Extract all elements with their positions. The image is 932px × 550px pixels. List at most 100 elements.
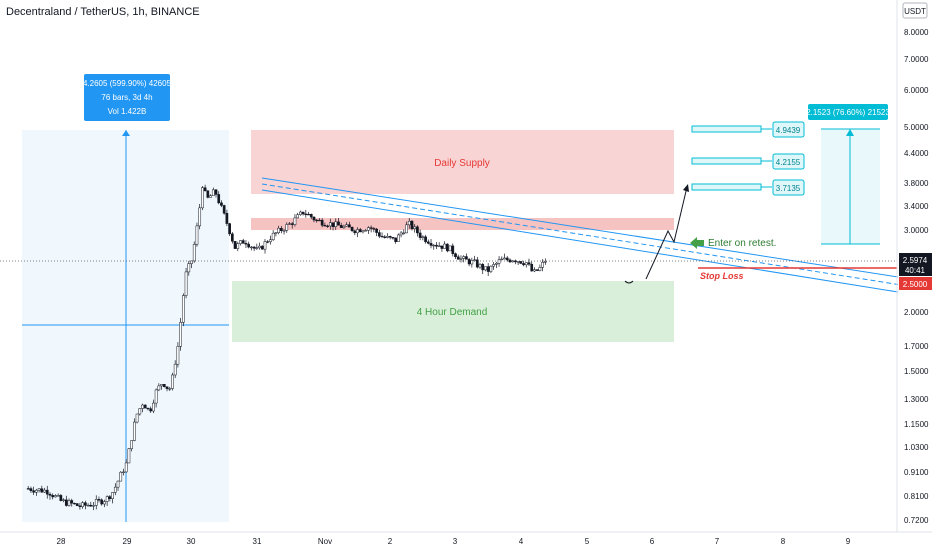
supply-zone-secondary [251, 218, 674, 230]
price-tick-label: 1.7000 [904, 342, 929, 351]
candle-down [279, 228, 283, 231]
candle-down [505, 257, 509, 261]
price-tick-label: 4.4000 [904, 149, 929, 158]
candle-up [37, 488, 41, 491]
candle-up [94, 499, 98, 506]
candle-down [206, 190, 210, 198]
candle-up [135, 413, 139, 423]
candle-down [290, 223, 294, 225]
candle-down [233, 241, 237, 249]
candle-up [67, 500, 71, 506]
demand-zone [232, 281, 674, 342]
price-tick-label: 3.4000 [904, 202, 929, 211]
candle-down [84, 502, 87, 506]
candle-up [195, 225, 199, 245]
candle-down [309, 213, 313, 218]
candle-up [271, 232, 275, 240]
supply-zone-label: Daily Supply [434, 158, 490, 169]
target-measure-box [808, 104, 888, 120]
candle-down [312, 216, 316, 221]
candle-up [511, 260, 515, 263]
candle-up [119, 471, 123, 482]
candle-down [214, 189, 218, 195]
candle-up [173, 363, 177, 376]
candle-up [473, 259, 476, 261]
candle-down [217, 194, 221, 204]
candle-up [484, 266, 487, 271]
price-tick-label: 2.0000 [904, 308, 929, 317]
measure-line-3: Vol 1.422B [108, 107, 147, 116]
candle-up [282, 230, 286, 232]
time-tick-label: 7 [715, 537, 720, 546]
candle-down [337, 221, 340, 226]
channel-lower [261, 189, 899, 293]
price-tick-label: 3.0000 [904, 226, 929, 235]
candle-down [315, 219, 319, 222]
candle-up [399, 232, 403, 236]
time-axis: 28 29 30 31 Nov 2 3 4 5 6 7 8 9 [57, 537, 851, 546]
time-tick-label: 9 [846, 537, 851, 546]
price-tick-label: 8.0000 [904, 28, 929, 37]
projection-path [645, 186, 688, 280]
target-3-label: 3.7135 [776, 184, 801, 193]
candle-down [429, 243, 433, 246]
candle-up [35, 489, 38, 493]
candle-down [416, 226, 419, 234]
candle-up [130, 440, 133, 450]
candle-up [443, 243, 446, 249]
candle-up [274, 232, 278, 234]
candle-down [89, 504, 93, 507]
candle-down [372, 228, 376, 230]
candle-up [364, 230, 368, 232]
target-1: 4.9439 [691, 121, 805, 138]
last-price-value: 2.5974 [903, 256, 928, 265]
candle-down [59, 495, 63, 501]
last-price-tag [899, 253, 932, 276]
target-2: 4.2155 [691, 153, 805, 170]
candle-up [171, 374, 174, 389]
stop-loss-label: Stop Loss [700, 271, 744, 281]
price-tick-label: 1.0300 [904, 443, 929, 452]
stop-loss-price-value: 2.5000 [903, 280, 928, 289]
candle-down [70, 500, 74, 504]
candle-down [149, 408, 153, 412]
candle-down [326, 225, 329, 227]
candle-down [222, 205, 226, 214]
candle-down [467, 259, 471, 265]
channel-upper [261, 177, 899, 278]
candle-up [209, 195, 212, 198]
candle-up [342, 225, 346, 228]
measure-box [84, 74, 170, 121]
candle-up [152, 402, 155, 412]
target-measure-label: 2.1523 (76.60%) 21523 [806, 108, 890, 117]
candle-up [105, 496, 109, 502]
candle-down [247, 243, 251, 248]
candle-down [435, 244, 438, 247]
price-tick-label: 5.0000 [904, 123, 929, 132]
target-2-label: 4.2155 [776, 158, 801, 167]
candle-down [369, 227, 373, 229]
candle-up [198, 207, 202, 227]
target-1-label: 4.9439 [776, 126, 801, 135]
candle-up [157, 385, 161, 391]
candle-up [345, 224, 348, 227]
time-tick-label: Nov [318, 537, 332, 546]
candle-down [410, 220, 414, 230]
candle-down [481, 264, 485, 271]
candle-down [475, 259, 479, 268]
candle-up [533, 269, 536, 272]
candle-up [255, 247, 259, 249]
time-tick-label: 28 [57, 537, 66, 546]
price-tick-label: 1.1500 [904, 420, 929, 429]
candle-down [146, 407, 150, 410]
candle-down [301, 211, 305, 215]
candle-down [45, 489, 49, 495]
candle-down [260, 245, 264, 250]
candle-down [380, 235, 384, 238]
candle-down [307, 213, 310, 216]
candle-down [143, 404, 147, 409]
candle-up [192, 244, 196, 262]
candle-down [64, 499, 68, 506]
candle-down [424, 236, 427, 243]
